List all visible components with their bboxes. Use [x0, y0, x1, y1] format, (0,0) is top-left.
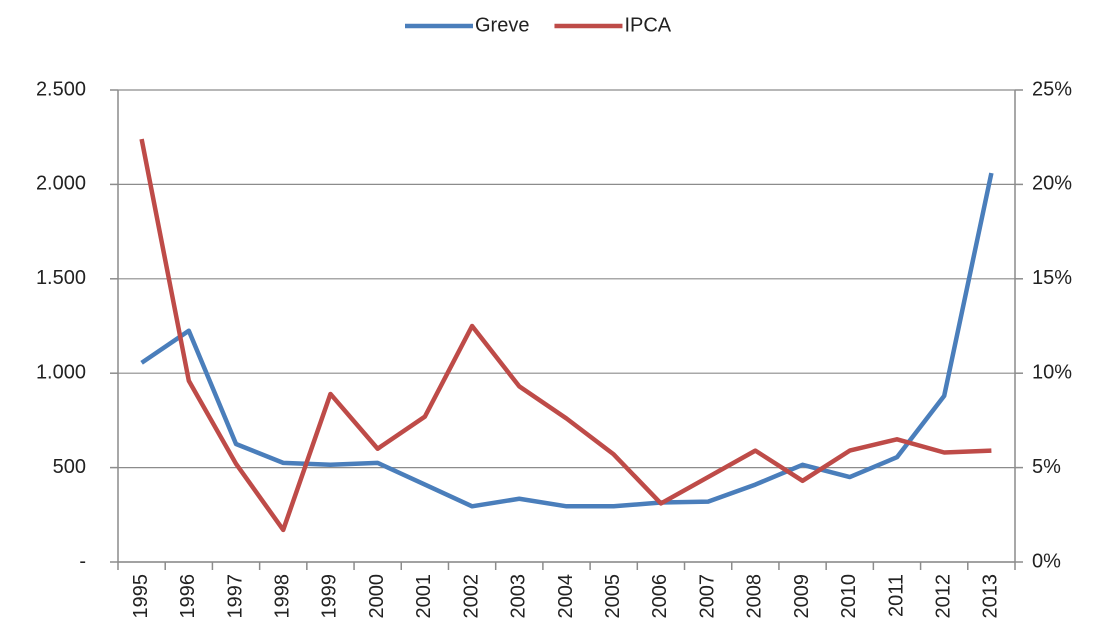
x-tick-label: 2007 [696, 574, 718, 619]
x-tick-label: 2000 [366, 574, 388, 619]
y2-tick-label: 20% [1032, 173, 1072, 195]
x-tick-label: 2010 [838, 574, 860, 619]
x-tick-label: 1995 [130, 574, 152, 619]
line-series [139, 138, 992, 533]
y-tick-label: 2.000 [36, 173, 86, 195]
y-tick-label: 1.500 [36, 267, 86, 289]
x-tick-label: 2011 [885, 574, 907, 617]
x-tick-label: 1999 [319, 574, 341, 619]
y-tick-label: 1.000 [36, 361, 86, 383]
x-tick-label: 1996 [177, 574, 199, 619]
x-tick-label: 2005 [602, 574, 624, 619]
legend: Greve IPCA [405, 14, 672, 36]
legend-label: Greve [475, 14, 529, 36]
x-tick-label: 2002 [460, 574, 482, 619]
line-series [140, 172, 994, 509]
legend-label: IPCA [624, 14, 671, 36]
x-tick-label: 2013 [980, 574, 1002, 619]
x-tick-label: 2009 [791, 574, 813, 619]
x-tick-label: 2008 [744, 574, 766, 619]
x-tick-label: 2004 [555, 574, 577, 619]
y-tick-label: 500 [53, 456, 86, 478]
y-tick-label: 2.500 [36, 78, 86, 100]
y2-tick-label: 5% [1032, 456, 1061, 478]
y-tick-label: - [79, 550, 86, 572]
x-tick-label: 1997 [224, 574, 246, 619]
x-tick-label: 2003 [508, 574, 530, 619]
y2-tick-label: 0% [1032, 550, 1061, 572]
x-tick-label: 1998 [272, 574, 294, 619]
x-tick-label: 2012 [932, 574, 954, 619]
x-tick-label: 2006 [649, 574, 671, 619]
y2-tick-label: 25% [1032, 78, 1072, 100]
x-tick-label: 2001 [413, 574, 435, 619]
y2-tick-label: 15% [1032, 267, 1072, 289]
y2-tick-label: 10% [1032, 361, 1072, 383]
